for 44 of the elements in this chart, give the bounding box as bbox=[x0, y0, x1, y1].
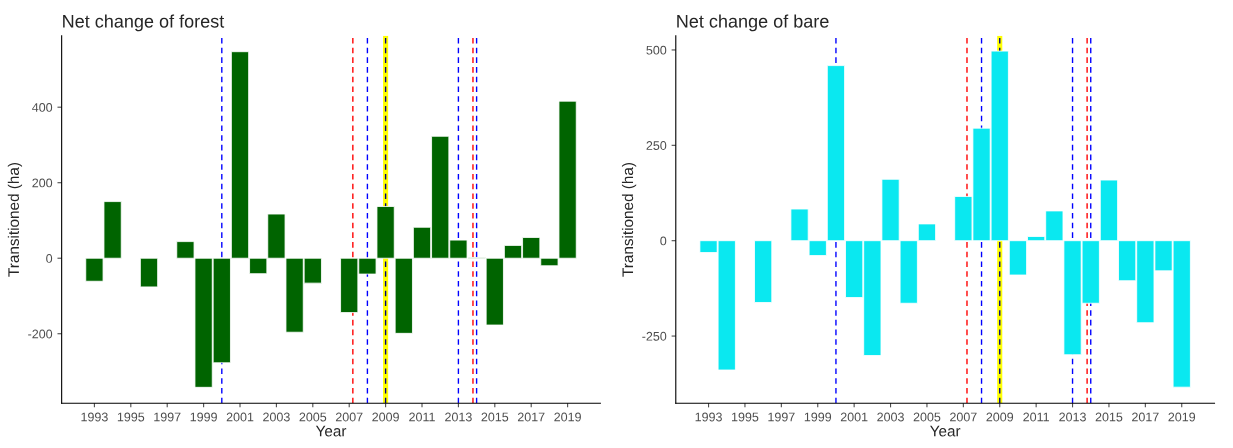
x-axis-title: Year bbox=[930, 425, 961, 437]
bar bbox=[139, 257, 159, 288]
y-tick-label: 0 bbox=[660, 236, 667, 246]
x-tick-label: 2005 bbox=[299, 412, 327, 422]
x-tick-label: 2007 bbox=[335, 412, 363, 422]
x-tick-label: 2011 bbox=[409, 412, 435, 422]
bar bbox=[754, 240, 773, 303]
x-tick-label: 1999 bbox=[190, 412, 217, 422]
x-tick-label: 2009 bbox=[986, 412, 1014, 422]
x-tick-label: 2009 bbox=[372, 412, 399, 422]
y-tick-label: 400 bbox=[32, 103, 53, 112]
y-tick-label: 250 bbox=[646, 141, 667, 150]
y-axis-title: Transitioned (ha) bbox=[621, 163, 637, 277]
x-axis-title: Year bbox=[315, 425, 347, 437]
y-tick-label: -200 bbox=[28, 329, 53, 339]
x-tick-label: 1993 bbox=[695, 412, 722, 422]
x-tick-label: 2003 bbox=[263, 412, 290, 422]
x-tick-label: 2015 bbox=[481, 412, 509, 422]
x-tick-label: 2015 bbox=[1095, 412, 1123, 422]
x-tick-label: 2001 bbox=[226, 412, 254, 422]
x-tick-label: 2007 bbox=[950, 412, 977, 422]
y-tick-label: 200 bbox=[32, 178, 53, 188]
x-tick-label: 2003 bbox=[877, 412, 904, 422]
x-tick-label: 1995 bbox=[732, 412, 759, 422]
y-tick-label: 500 bbox=[646, 45, 667, 55]
y-axis-title: Transitioned (ha) bbox=[7, 163, 23, 277]
x-tick-label: 2011 bbox=[1023, 412, 1049, 422]
chart-title: Net change of forest bbox=[63, 14, 225, 32]
x-tick-label: 2005 bbox=[913, 412, 941, 422]
x-tick-label: 2013 bbox=[1059, 412, 1086, 422]
x-tick-label: 2001 bbox=[840, 412, 868, 422]
x-tick-label: 2019 bbox=[554, 412, 581, 422]
x-tick-label: 2013 bbox=[445, 412, 472, 422]
y-tick-label: 0 bbox=[46, 254, 53, 263]
x-tick-label: 1993 bbox=[81, 412, 108, 422]
x-tick-label: 1997 bbox=[768, 412, 795, 422]
y-tick-label: -250 bbox=[642, 331, 667, 341]
x-tick-label: 2017 bbox=[1132, 412, 1159, 422]
x-tick-label: 2017 bbox=[517, 412, 545, 422]
x-tick-label: 1999 bbox=[804, 412, 832, 422]
x-tick-label: 1997 bbox=[154, 412, 181, 422]
chart-title: Net change of bare bbox=[677, 14, 829, 32]
x-tick-label: 2019 bbox=[1168, 412, 1196, 422]
x-tick-label: 1995 bbox=[117, 412, 145, 422]
